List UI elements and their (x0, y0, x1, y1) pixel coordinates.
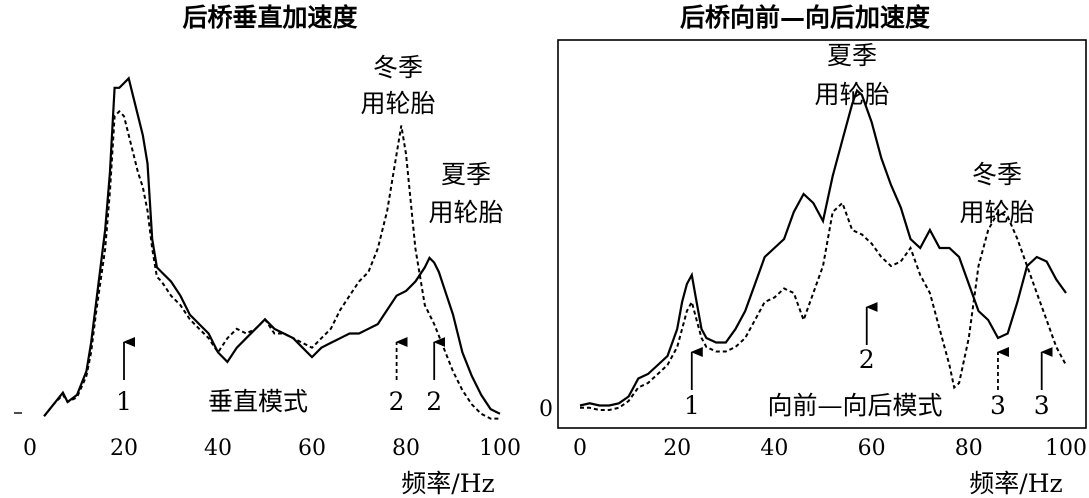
left-mode-number: 2 (389, 387, 405, 416)
left-mode-number: 2 (426, 387, 442, 416)
left-xtick-label: 40 (204, 436, 232, 461)
left-series-dashed (43, 109, 500, 420)
right-series-solid (579, 88, 1067, 407)
left-chart-panel: 后桥垂直加速度 频率/Hz 0 20 40 60 80 100冬季用轮胎夏季用轮胎垂直模式… (14, 3, 521, 498)
right-xtick-label: 0 (573, 436, 587, 461)
right-mode-number: 3 (990, 391, 1006, 420)
left-chart-title: 后桥垂直加速度 (182, 3, 357, 32)
left-mode-number: 1 (116, 387, 132, 416)
right-xtick-label: 80 (955, 436, 983, 461)
right-series-dashed (580, 201, 1067, 411)
left-xtick-label: 80 (392, 436, 420, 461)
right-chart-title: 后桥向前—向后加速度 (680, 3, 930, 32)
right-mode-number: 3 (1034, 391, 1050, 420)
left-xtick-label: 100 (479, 436, 521, 461)
right-mode-label: 向前—向后模式 (767, 391, 942, 420)
right-xtick-label: 40 (760, 436, 788, 461)
right-mode-number: 1 (684, 391, 700, 420)
right-series-label-solid: 用轮胎 (814, 80, 889, 109)
right-series-label-solid: 夏季 (827, 41, 877, 70)
left-mode-label: 垂直模式 (208, 387, 308, 416)
right-series-label-dashed: 冬季 (972, 160, 1022, 189)
right-chart-xlabel: 频率/Hz (969, 469, 1062, 498)
right-chart-panel: 后桥向前—向后加速度 频率/Hz 0 20 40 60 80 1000夏季用轮胎冬季用轮胎… (539, 3, 1087, 498)
left-series-label-solid: 用轮胎 (428, 198, 503, 227)
right-xtick-label: 20 (663, 436, 691, 461)
left-series-label-dashed: 冬季 (373, 53, 423, 82)
left-xtick-label: 20 (110, 436, 138, 461)
left-chart-xlabel: 频率/Hz (401, 469, 494, 498)
left-series-solid (43, 76, 501, 417)
right-series-label-dashed: 用轮胎 (959, 198, 1034, 227)
left-series-label-dashed: 用轮胎 (360, 89, 435, 118)
right-ytick-label: 0 (539, 397, 553, 422)
right-mode-number: 2 (859, 345, 875, 374)
left-xtick-label: 60 (298, 436, 326, 461)
right-xtick-label: 60 (858, 436, 886, 461)
right-chart-frame (557, 39, 1087, 429)
right-xtick-label: 100 (1045, 436, 1087, 461)
left-xtick-label: 0 (23, 436, 37, 461)
left-series-label-solid: 夏季 (441, 160, 491, 189)
